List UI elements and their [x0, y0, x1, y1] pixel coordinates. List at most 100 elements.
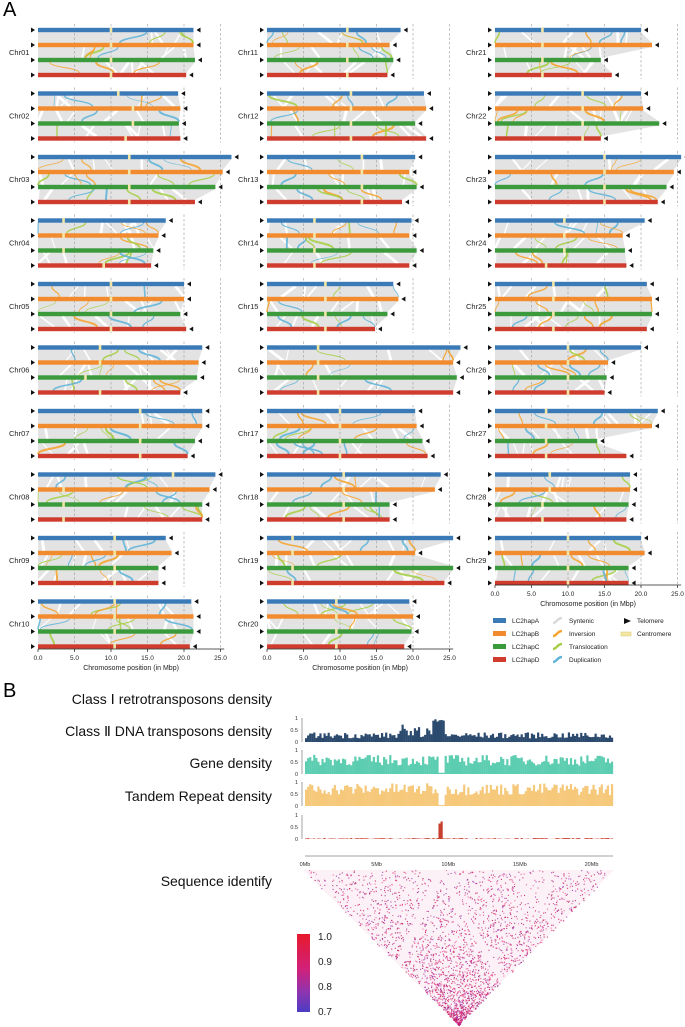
identity-cell: [443, 997, 445, 999]
density-bar: [311, 785, 314, 806]
density-bar: [360, 788, 363, 806]
identity-cell: [458, 891, 460, 893]
synteny-gap: [123, 506, 129, 518]
identity-cell: [442, 914, 444, 916]
identity-cell: [432, 907, 434, 909]
chromosome-chr07: Chr07: [9, 405, 221, 460]
density-bar: [319, 765, 322, 774]
identity-cell: [519, 933, 521, 936]
density-bar: [307, 786, 310, 806]
identity-cell: [477, 972, 479, 974]
identity-cell: [510, 914, 512, 916]
identity-cell: [575, 890, 577, 892]
identity-cell: [424, 925, 426, 927]
density-bar: [366, 755, 369, 774]
identity-cell: [471, 1003, 473, 1005]
identity-cell: [450, 962, 452, 964]
density-bar: [461, 838, 464, 839]
identity-cell: [539, 930, 541, 932]
identity-cell: [454, 1018, 456, 1020]
identity-cell: [440, 924, 442, 926]
synteny-gap: [387, 603, 400, 615]
identity-cell: [465, 1014, 467, 1016]
identity-cell: [435, 969, 437, 971]
density-bar: [428, 730, 431, 742]
density-bar: [411, 758, 414, 774]
identity-cell: [433, 999, 436, 1001]
identity-cell: [497, 984, 499, 986]
rearrangement-link: [99, 491, 124, 503]
identity-cell: [430, 990, 432, 992]
identity-cell: [491, 919, 494, 922]
rearrangement-link: [127, 539, 157, 552]
rearrangement-link: [544, 476, 555, 488]
density-bar: [356, 784, 359, 806]
density-bar: [510, 735, 513, 742]
identity-cell: [531, 926, 533, 928]
rearrangement-link: [320, 603, 347, 615]
identity-cell: [534, 896, 537, 898]
identity-cell: [569, 886, 571, 888]
density-bar: [364, 757, 367, 774]
identity-cell: [436, 977, 438, 979]
identity-cell: [506, 876, 508, 878]
synteny-gap: [68, 285, 79, 298]
density-bar: [376, 788, 380, 806]
identity-cell: [447, 1000, 449, 1002]
identity-cell: [569, 908, 571, 910]
identity-cell: [458, 882, 460, 884]
telomere-right-marker: [654, 311, 659, 317]
identity-cell: [436, 928, 438, 930]
identity-cell: [551, 880, 553, 882]
synteny-gap: [573, 237, 585, 249]
identity-cell: [428, 963, 430, 965]
identity-cell: [493, 909, 496, 911]
identity-cell: [448, 995, 450, 997]
telomere-right-marker: [456, 535, 461, 541]
identity-cell: [482, 991, 484, 994]
centromere-marker: [563, 232, 566, 239]
identity-cell: [456, 1014, 458, 1016]
density-bar: [588, 838, 591, 839]
identity-cell: [453, 948, 455, 950]
rearrangement-link: [71, 379, 75, 391]
identity-cell: [480, 988, 482, 990]
telomere-left-marker: [260, 614, 264, 619]
density-bar: [348, 764, 351, 774]
identity-cell: [552, 903, 554, 905]
density-bar: [459, 761, 462, 774]
identity-cell: [419, 947, 421, 949]
rearrangement-link: [598, 31, 613, 44]
identity-cell: [468, 1010, 471, 1012]
density-bar: [489, 735, 493, 742]
identity-cell: [454, 1017, 456, 1019]
identity-cell: [430, 915, 432, 917]
telomere-right-marker: [234, 154, 239, 160]
density-bar: [485, 784, 488, 806]
centromere-marker: [552, 311, 555, 317]
rearrangement-link: [411, 569, 438, 582]
identity-cell: [474, 917, 477, 919]
identity-cell: [426, 991, 428, 994]
rearrangement-link: [501, 554, 506, 567]
identity-cell: [443, 902, 445, 904]
identity-cell: [448, 896, 450, 898]
identity-cell: [509, 907, 511, 910]
rearrangement-link: [587, 237, 618, 249]
identity-cell: [564, 892, 566, 895]
identity-cell: [459, 1005, 461, 1007]
identity-cell: [535, 901, 538, 903]
density-bar: [608, 795, 612, 806]
synteny-gap: [391, 427, 400, 440]
identity-cell: [324, 884, 326, 886]
density-bar: [444, 794, 447, 806]
chromosome-label: Chr05: [9, 302, 29, 311]
identity-cell: [455, 965, 457, 967]
chromosome-bar-lc2hapb: [38, 233, 159, 238]
synteny-gap: [161, 94, 176, 108]
identity-cell: [525, 949, 527, 951]
telomere-left-marker: [31, 423, 35, 429]
identity-cell: [485, 901, 487, 904]
identity-cell: [462, 871, 464, 873]
density-bar: [341, 758, 345, 774]
